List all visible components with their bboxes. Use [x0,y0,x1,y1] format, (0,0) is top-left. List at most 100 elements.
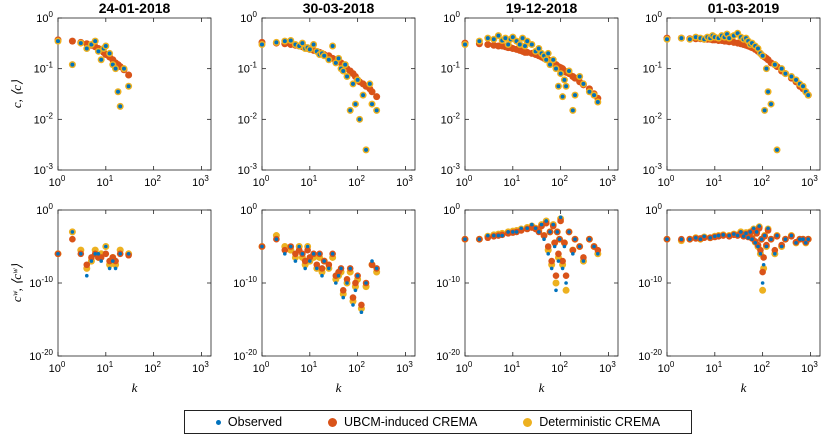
xtick-label: 101 [96,174,113,189]
point-observed [519,226,524,231]
point-ubcm [771,246,779,254]
point-observed [104,244,108,249]
point-observed [322,53,327,58]
point-observed [592,93,597,98]
point-ubcm [594,246,602,254]
point-observed [84,273,89,278]
point-observed [348,108,353,113]
point-ubcm [540,232,548,239]
point-observed [552,244,557,249]
point-observed [491,37,496,42]
xtick-label: 102 [551,360,568,375]
point-observed [367,81,372,86]
point-observed [374,266,379,271]
point-observed [544,57,549,62]
point-deterministic [562,286,570,294]
point-observed [760,53,765,58]
point-observed [773,252,777,256]
point-observed [665,37,669,42]
point-observed [536,46,541,51]
xlabel: k [741,380,747,395]
point-observed [56,252,60,256]
point-observed [769,237,773,241]
point-observed [70,62,75,67]
point-ubcm [373,93,381,101]
xtick-label: 102 [551,174,568,189]
ytick-label: 10-3 [441,162,461,177]
point-ubcm [313,261,321,269]
point-observed [110,259,115,263]
point-observed [103,44,108,49]
point-observed [113,266,118,271]
ytick-label: 100 [240,202,257,217]
point-observed [555,230,560,234]
xtick-label: 100 [49,174,66,189]
point-observed [679,237,684,241]
ytick-label: 10-20 [436,348,460,363]
point-observed [107,266,112,271]
point-observed [544,219,549,223]
xtick-label: 103 [192,360,209,375]
xtick-label: 101 [300,360,317,375]
axes-frame [261,209,416,357]
point-observed [517,42,522,47]
point-observed [798,237,802,241]
point-deterministic [552,279,560,287]
ytick-label: 10-2 [643,111,663,126]
point-observed [779,244,784,249]
point-observed [529,42,534,47]
point-observed [297,244,302,249]
point-observed [551,57,556,62]
point-observed [96,252,101,256]
xlabel: k [539,380,545,395]
panel-title-1: 30-03-2018 [303,0,375,16]
point-observed [491,233,496,238]
point-observed [727,233,732,238]
point-observed [758,252,763,256]
point-ubcm [548,257,555,265]
point-observed [118,104,123,109]
point-ubcm [352,279,359,287]
point-ubcm [559,257,566,265]
point-observed [744,231,748,236]
point-observed [350,81,355,86]
point-observed [311,252,316,256]
point-observed [317,252,322,256]
xtick-label: 102 [144,174,161,189]
point-observed [801,84,806,89]
point-observed [364,147,369,152]
point-observed [333,60,338,65]
point-observed [587,89,592,94]
xlabel: k [336,380,342,395]
ytick-label: 100 [240,10,257,25]
ytick-label: 10-20 [638,348,662,363]
point-observed [523,44,528,49]
ytick-label: 10-20 [233,348,257,363]
point-observed [759,237,764,241]
point-observed [721,233,726,237]
point-observed [351,303,355,307]
point-observed [113,66,118,71]
point-observed [756,244,760,249]
point-ubcm [339,287,347,294]
point-observed [761,262,766,267]
point-observed [581,81,586,86]
point-observed [334,281,338,285]
point-ubcm [102,250,110,258]
point-observed [89,42,94,47]
point-observed [118,252,123,256]
point-observed [308,259,312,263]
point-observed [794,77,799,82]
point-observed [78,41,83,46]
point-observed [560,266,565,271]
point-observed [556,259,561,263]
xtick-label: 101 [705,360,722,375]
point-ubcm [557,217,564,225]
point-ubcm [281,246,289,254]
point-observed [260,42,264,47]
point-observed [288,244,293,249]
point-observed [70,230,75,234]
